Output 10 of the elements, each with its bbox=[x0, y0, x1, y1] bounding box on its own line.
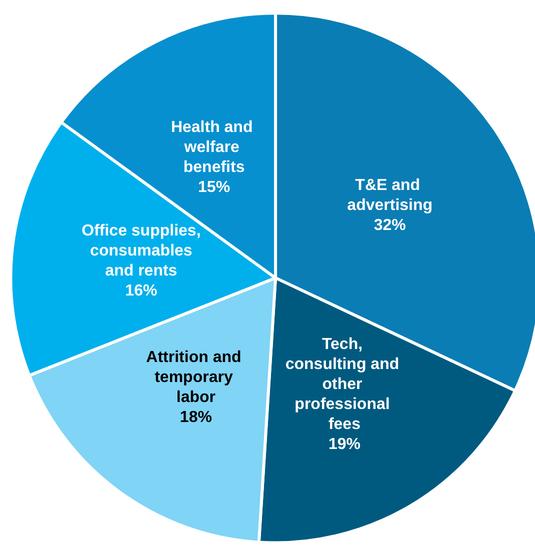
slice-label: Office supplies, consumables and rents bbox=[82, 222, 201, 280]
slice-label: Health and welfare benefits bbox=[170, 118, 258, 176]
data-label: 32% bbox=[374, 216, 406, 234]
slice-label: Tech, consulting and other professional fees bbox=[285, 336, 404, 434]
slice-label: T&E and advertising bbox=[347, 176, 433, 214]
data-label: 18% bbox=[180, 409, 212, 426]
data-label: 15% bbox=[198, 178, 230, 196]
data-label: 19% bbox=[328, 436, 360, 454]
data-label: 16% bbox=[125, 282, 158, 300]
slice-label: Attrition and temporary labor bbox=[146, 349, 246, 406]
